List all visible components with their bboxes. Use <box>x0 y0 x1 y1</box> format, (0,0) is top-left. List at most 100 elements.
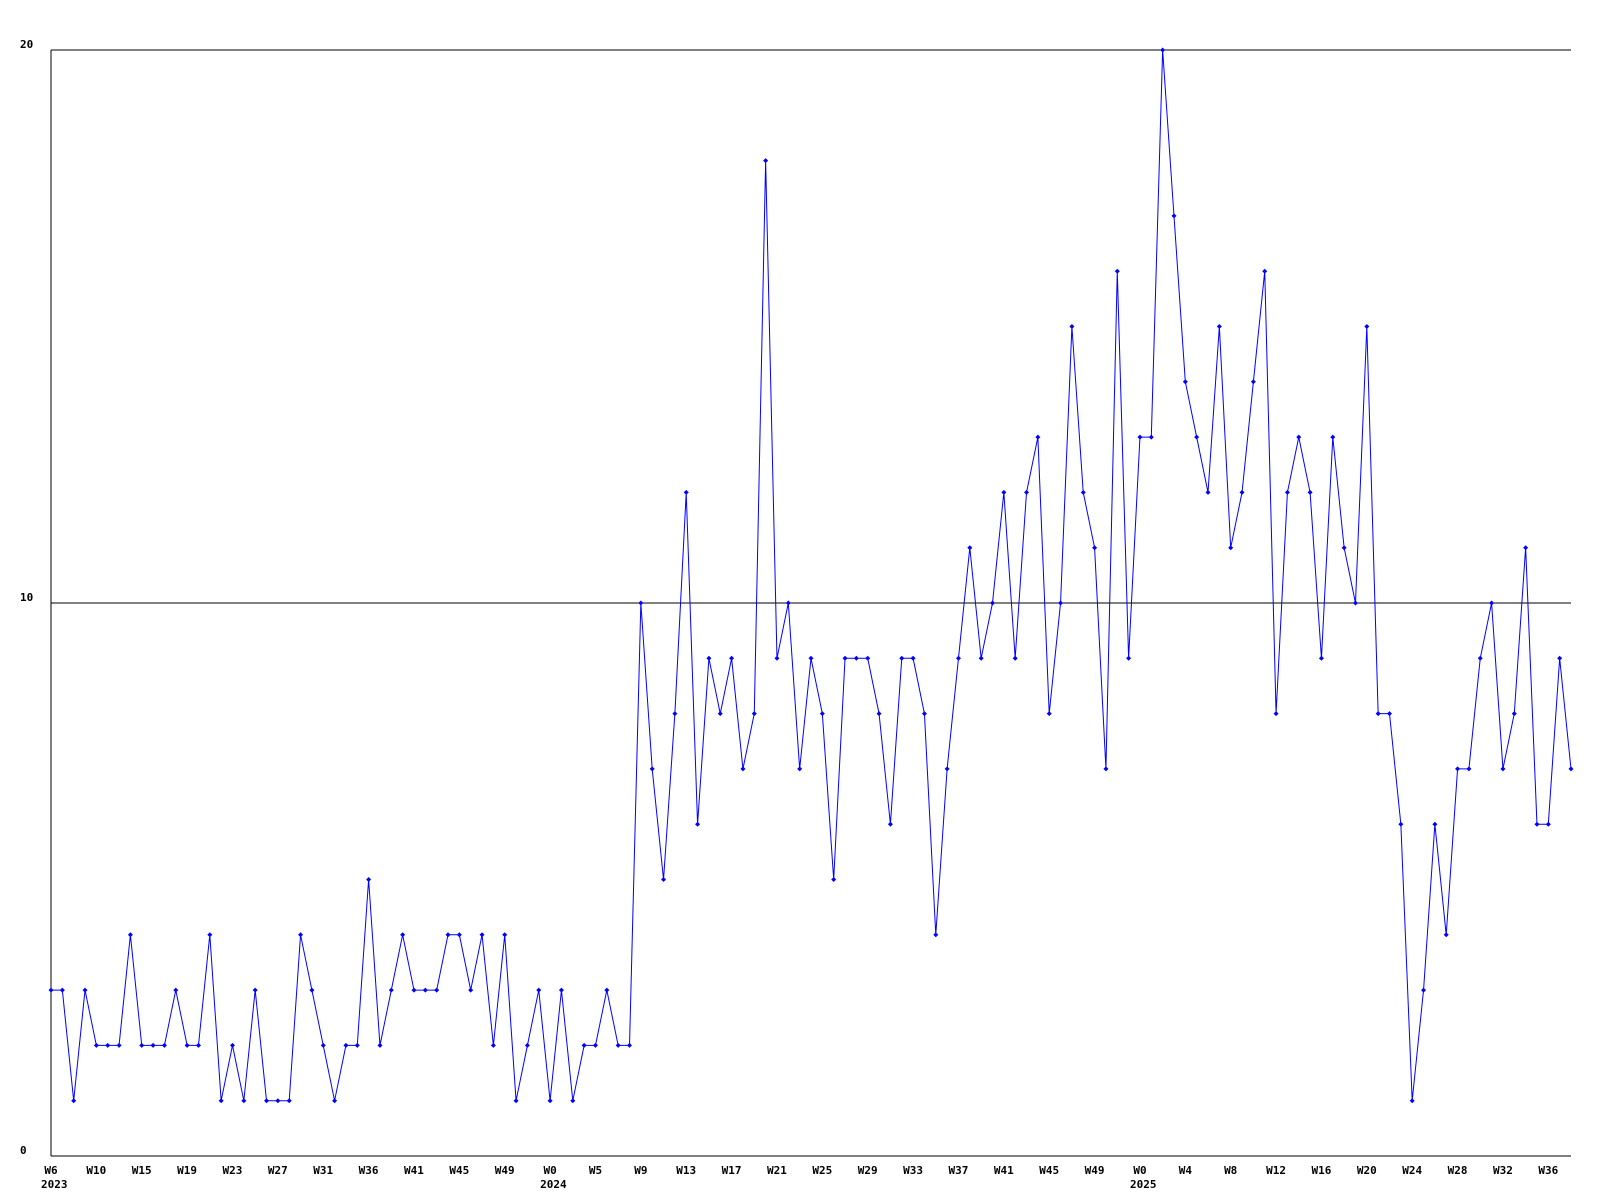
data-point <box>184 1042 190 1048</box>
data-point <box>1001 489 1007 495</box>
data-point <box>309 987 315 993</box>
data-point <box>944 766 950 772</box>
data-point <box>1341 545 1347 551</box>
data-point <box>921 711 927 717</box>
data-point <box>1477 655 1483 661</box>
data-point <box>536 987 542 993</box>
data-point <box>1126 655 1132 661</box>
data-point <box>774 655 780 661</box>
data-point <box>513 1098 519 1104</box>
data-point <box>445 932 451 938</box>
data-point <box>411 987 417 993</box>
data-point <box>1466 766 1472 772</box>
data-point <box>910 655 916 661</box>
data-point <box>627 1042 633 1048</box>
data-point <box>1296 434 1302 440</box>
data-point <box>785 600 791 606</box>
data-point <box>1545 821 1551 827</box>
data-point <box>1024 489 1030 495</box>
data-point <box>989 600 995 606</box>
data-point <box>592 1042 598 1048</box>
data-point <box>933 932 939 938</box>
data-point <box>1250 379 1256 385</box>
data-point <box>48 987 54 993</box>
data-point <box>717 711 723 717</box>
x-tick-label: W9 <box>634 1164 647 1177</box>
data-point <box>1046 711 1052 717</box>
data-point <box>1364 324 1370 329</box>
data-point <box>1092 545 1098 551</box>
x-tick-label: W45 <box>1039 1164 1059 1177</box>
data-point <box>1387 711 1393 717</box>
data-point <box>1432 821 1438 827</box>
data-point <box>468 987 474 993</box>
x-tick-label: W49 <box>495 1164 515 1177</box>
data-point <box>683 489 689 495</box>
data-point <box>139 1042 145 1048</box>
x-tick-label: W19 <box>177 1164 197 1177</box>
data-point <box>955 655 961 661</box>
y-tick-label: 0 <box>20 1144 27 1157</box>
data-point <box>1182 379 1188 385</box>
data-point <box>1069 324 1075 329</box>
x-tick-label: W15 <box>132 1164 152 1177</box>
data-point <box>59 987 65 993</box>
x-tick-label: W0 <box>543 1164 556 1177</box>
x-tick-label: W41 <box>994 1164 1014 1177</box>
data-point <box>343 1042 349 1048</box>
data-point <box>706 655 712 661</box>
data-point <box>615 1042 621 1048</box>
data-point <box>1262 268 1268 274</box>
data-point <box>695 821 701 827</box>
x-tick-label: W45 <box>449 1164 469 1177</box>
data-point <box>887 821 893 827</box>
x-tick-label: W23 <box>223 1164 243 1177</box>
data-point <box>1409 1098 1415 1104</box>
data-point <box>1228 545 1234 551</box>
data-point <box>978 655 984 661</box>
y-tick-label: 20 <box>20 38 33 51</box>
data-point <box>1318 655 1324 661</box>
data-point <box>1080 489 1086 495</box>
data-point <box>1557 655 1563 661</box>
data-point <box>400 932 406 938</box>
x-tick-label: W5 <box>589 1164 602 1177</box>
x-tick-label: W36 <box>1538 1164 1558 1177</box>
data-point <box>252 987 258 993</box>
data-point <box>264 1098 270 1104</box>
data-point <box>1284 489 1290 495</box>
data-point <box>899 655 905 661</box>
data-point <box>388 987 394 993</box>
x-tick-label: W25 <box>812 1164 832 1177</box>
data-point <box>1307 489 1313 495</box>
x-tick-label: W13 <box>676 1164 696 1177</box>
data-point <box>286 1098 292 1104</box>
data-point <box>1103 766 1109 772</box>
x-tick-label: W31 <box>313 1164 333 1177</box>
data-point <box>377 1042 383 1048</box>
x-tick-label: W8 <box>1224 1164 1237 1177</box>
x-tick-label: W29 <box>858 1164 878 1177</box>
data-point <box>1148 434 1154 440</box>
data-point <box>729 655 735 661</box>
data-point <box>1500 766 1506 772</box>
data-point <box>71 1098 77 1104</box>
data-point <box>1114 268 1120 274</box>
x-tick-label: W33 <box>903 1164 923 1177</box>
data-point <box>1012 655 1018 661</box>
data-point <box>740 766 746 772</box>
x-tick-label: W37 <box>949 1164 969 1177</box>
data-line <box>51 49 1572 1102</box>
data-point <box>1216 324 1222 329</box>
x-tick-label: W27 <box>268 1164 288 1177</box>
data-point <box>570 1098 576 1104</box>
data-point <box>853 655 859 661</box>
x-tick-label: W17 <box>722 1164 742 1177</box>
data-point <box>638 600 644 606</box>
x-tick-label: W24 <box>1402 1164 1422 1177</box>
data-point <box>1511 711 1517 717</box>
data-point <box>842 655 848 661</box>
data-point <box>332 1098 338 1104</box>
data-point <box>502 932 508 938</box>
data-point <box>763 158 769 164</box>
